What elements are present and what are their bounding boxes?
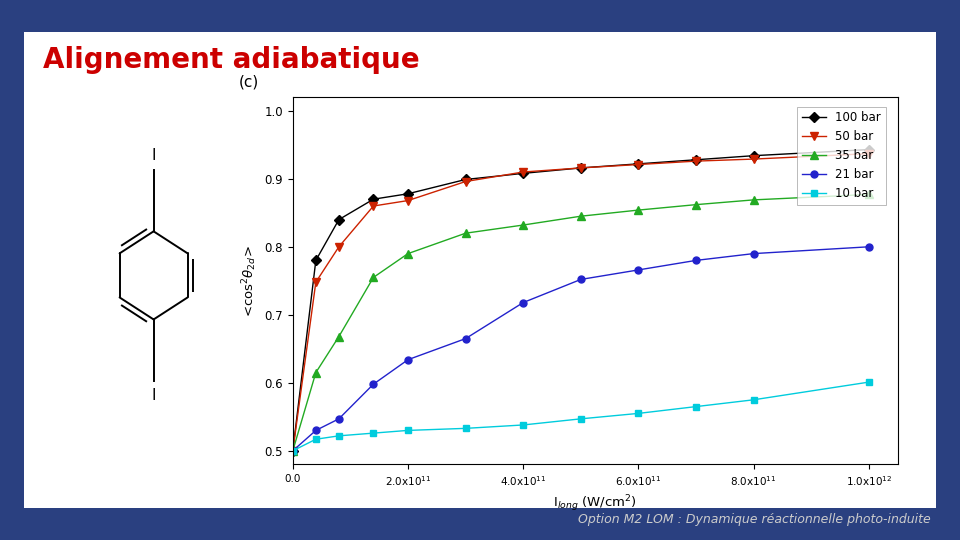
21 bar	[690, 257, 702, 264]
21 bar	[310, 427, 322, 434]
35 bar	[368, 274, 379, 281]
50 bar	[333, 244, 345, 250]
35 bar	[863, 191, 875, 198]
35 bar	[333, 333, 345, 340]
35 bar	[460, 230, 471, 237]
50 bar	[748, 156, 759, 163]
100 bar	[460, 176, 471, 183]
100 bar	[310, 257, 322, 264]
50 bar	[690, 158, 702, 164]
35 bar	[575, 213, 587, 219]
100 bar	[748, 152, 759, 159]
100 bar	[368, 196, 379, 202]
50 bar	[368, 202, 379, 209]
10 bar	[368, 430, 379, 436]
10 bar	[863, 379, 875, 386]
35 bar	[287, 448, 299, 454]
21 bar	[460, 335, 471, 342]
100 bar	[333, 217, 345, 223]
100 bar	[517, 170, 529, 177]
10 bar	[287, 448, 299, 454]
10 bar	[748, 396, 759, 403]
Text: (c): (c)	[238, 75, 258, 90]
10 bar	[460, 425, 471, 431]
100 bar	[402, 191, 414, 197]
21 bar	[633, 267, 644, 273]
21 bar	[748, 251, 759, 257]
10 bar	[633, 410, 644, 417]
Text: I: I	[152, 388, 156, 403]
Line: 21 bar: 21 bar	[289, 244, 873, 454]
10 bar	[575, 416, 587, 422]
35 bar	[633, 207, 644, 213]
100 bar	[633, 160, 644, 167]
35 bar	[402, 251, 414, 257]
21 bar	[287, 448, 299, 454]
Text: I: I	[152, 148, 156, 163]
Text: Option M2 LOM : Dynamique réactionnelle photo-induite: Option M2 LOM : Dynamique réactionnelle …	[579, 514, 931, 526]
50 bar	[633, 161, 644, 168]
50 bar	[517, 169, 529, 176]
21 bar	[517, 299, 529, 306]
100 bar	[863, 146, 875, 153]
50 bar	[310, 279, 322, 286]
Line: 100 bar: 100 bar	[289, 146, 873, 454]
Line: 10 bar: 10 bar	[289, 379, 873, 454]
Y-axis label: <cos$^2\theta_{2d}$>: <cos$^2\theta_{2d}$>	[240, 245, 259, 316]
10 bar	[310, 436, 322, 442]
21 bar	[368, 381, 379, 387]
Line: 50 bar: 50 bar	[289, 150, 873, 455]
35 bar	[748, 197, 759, 203]
10 bar	[402, 427, 414, 434]
50 bar	[863, 151, 875, 157]
Line: 35 bar: 35 bar	[289, 190, 873, 455]
21 bar	[575, 276, 587, 282]
100 bar	[575, 165, 587, 171]
10 bar	[517, 422, 529, 428]
50 bar	[460, 178, 471, 185]
35 bar	[690, 201, 702, 208]
50 bar	[575, 165, 587, 171]
Text: Alignement adiabatique: Alignement adiabatique	[43, 46, 420, 74]
X-axis label: I$_{long}$ (W/cm$^2$): I$_{long}$ (W/cm$^2$)	[553, 494, 637, 514]
21 bar	[333, 416, 345, 422]
50 bar	[402, 197, 414, 204]
10 bar	[333, 433, 345, 439]
100 bar	[690, 157, 702, 163]
50 bar	[287, 448, 299, 454]
35 bar	[310, 369, 322, 376]
10 bar	[690, 403, 702, 410]
35 bar	[517, 222, 529, 228]
100 bar	[287, 448, 299, 454]
Legend: 100 bar, 50 bar, 35 bar, 21 bar, 10 bar: 100 bar, 50 bar, 35 bar, 21 bar, 10 bar	[798, 107, 886, 205]
21 bar	[402, 356, 414, 363]
21 bar	[863, 244, 875, 250]
